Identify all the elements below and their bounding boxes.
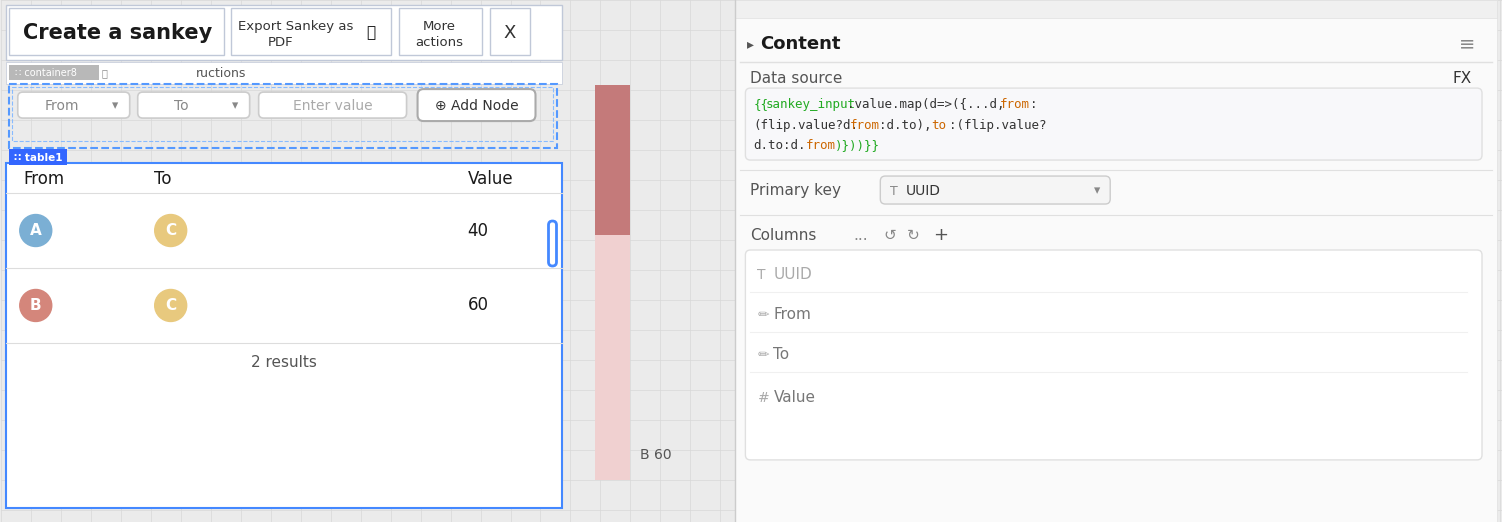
Text: A: A xyxy=(30,223,42,238)
Text: :: : xyxy=(1030,98,1038,111)
Text: actions: actions xyxy=(416,35,464,49)
FancyBboxPatch shape xyxy=(231,8,391,55)
Text: ↻: ↻ xyxy=(907,228,921,243)
Text: X: X xyxy=(503,24,515,42)
Text: +: + xyxy=(933,226,948,244)
Text: Value: Value xyxy=(774,390,816,406)
Text: from: from xyxy=(849,118,879,132)
Circle shape xyxy=(155,215,186,246)
FancyBboxPatch shape xyxy=(745,88,1482,160)
FancyBboxPatch shape xyxy=(6,62,562,84)
FancyBboxPatch shape xyxy=(9,8,224,55)
Circle shape xyxy=(155,290,186,322)
Text: )}))}}: )}))}} xyxy=(835,138,880,151)
Text: Primary key: Primary key xyxy=(751,183,841,197)
Text: :d.to),: :d.to), xyxy=(879,118,931,132)
FancyBboxPatch shape xyxy=(398,8,482,55)
Text: To: To xyxy=(153,170,171,188)
Text: :(flip.value?: :(flip.value? xyxy=(949,118,1047,132)
Text: ✏: ✏ xyxy=(757,308,769,322)
FancyBboxPatch shape xyxy=(418,89,536,121)
Text: ↺: ↺ xyxy=(883,228,897,243)
FancyBboxPatch shape xyxy=(595,85,631,235)
Text: ▸: ▸ xyxy=(748,37,754,51)
Text: ructions: ructions xyxy=(195,67,246,79)
Text: ∷ container8: ∷ container8 xyxy=(15,68,77,78)
Text: FX: FX xyxy=(1452,70,1472,86)
Text: To: To xyxy=(774,348,790,362)
Text: ▾: ▾ xyxy=(111,100,117,113)
FancyBboxPatch shape xyxy=(745,250,1482,460)
Text: Value: Value xyxy=(467,170,514,188)
FancyBboxPatch shape xyxy=(9,65,99,80)
FancyBboxPatch shape xyxy=(138,92,249,118)
Text: 🕶: 🕶 xyxy=(102,68,108,78)
Text: Enter value: Enter value xyxy=(293,99,372,113)
FancyBboxPatch shape xyxy=(736,0,1497,18)
Text: 💾: 💾 xyxy=(366,26,376,41)
Text: ⊕ Add Node: ⊕ Add Node xyxy=(434,99,518,113)
Bar xyxy=(9,84,557,148)
Text: 60: 60 xyxy=(467,296,488,314)
Text: 40: 40 xyxy=(467,221,488,240)
FancyBboxPatch shape xyxy=(880,176,1110,204)
FancyBboxPatch shape xyxy=(9,149,66,165)
Text: 2 results: 2 results xyxy=(251,355,317,371)
Text: To: To xyxy=(174,99,189,113)
Circle shape xyxy=(20,215,51,246)
Bar xyxy=(12,87,554,141)
Text: ≡: ≡ xyxy=(1458,34,1475,54)
Text: C: C xyxy=(165,298,176,313)
FancyBboxPatch shape xyxy=(6,5,562,60)
Text: ✏: ✏ xyxy=(757,348,769,362)
Text: .value.map(d=>({...d,: .value.map(d=>({...d, xyxy=(847,98,1005,111)
Text: Data source: Data source xyxy=(751,70,843,86)
FancyBboxPatch shape xyxy=(18,92,129,118)
Text: ...: ... xyxy=(853,228,868,243)
Text: from: from xyxy=(1000,98,1030,111)
Text: sankey_input: sankey_input xyxy=(766,98,855,111)
Text: to: to xyxy=(931,118,946,132)
Text: UUID: UUID xyxy=(906,184,940,198)
FancyBboxPatch shape xyxy=(258,92,407,118)
Text: from: from xyxy=(805,138,835,151)
Text: ▾: ▾ xyxy=(231,100,237,113)
Text: #: # xyxy=(757,391,769,405)
Text: Content: Content xyxy=(760,35,841,53)
Text: B: B xyxy=(30,298,42,313)
Text: T: T xyxy=(757,268,766,282)
Text: T: T xyxy=(891,185,898,197)
Text: From: From xyxy=(774,307,811,323)
FancyBboxPatch shape xyxy=(595,235,631,480)
Text: PDF: PDF xyxy=(267,35,293,49)
FancyBboxPatch shape xyxy=(548,221,557,266)
Text: More: More xyxy=(424,20,457,32)
Text: C: C xyxy=(165,223,176,238)
Text: Columns: Columns xyxy=(751,228,817,243)
Text: Create a sankey: Create a sankey xyxy=(23,23,212,43)
Text: ∷ table1: ∷ table1 xyxy=(14,153,62,163)
Text: UUID: UUID xyxy=(774,267,813,282)
Text: From: From xyxy=(24,170,65,188)
Circle shape xyxy=(20,290,51,322)
Text: {{: {{ xyxy=(754,98,769,111)
FancyBboxPatch shape xyxy=(490,8,530,55)
Text: (flip.value?d.: (flip.value?d. xyxy=(754,118,858,132)
Text: d.to:d.: d.to:d. xyxy=(754,138,807,151)
Text: From: From xyxy=(45,99,80,113)
Text: Export Sankey as: Export Sankey as xyxy=(237,20,353,32)
Text: ▾: ▾ xyxy=(1093,185,1099,197)
FancyBboxPatch shape xyxy=(6,163,562,508)
FancyBboxPatch shape xyxy=(736,0,1497,522)
Text: B 60: B 60 xyxy=(640,448,671,462)
